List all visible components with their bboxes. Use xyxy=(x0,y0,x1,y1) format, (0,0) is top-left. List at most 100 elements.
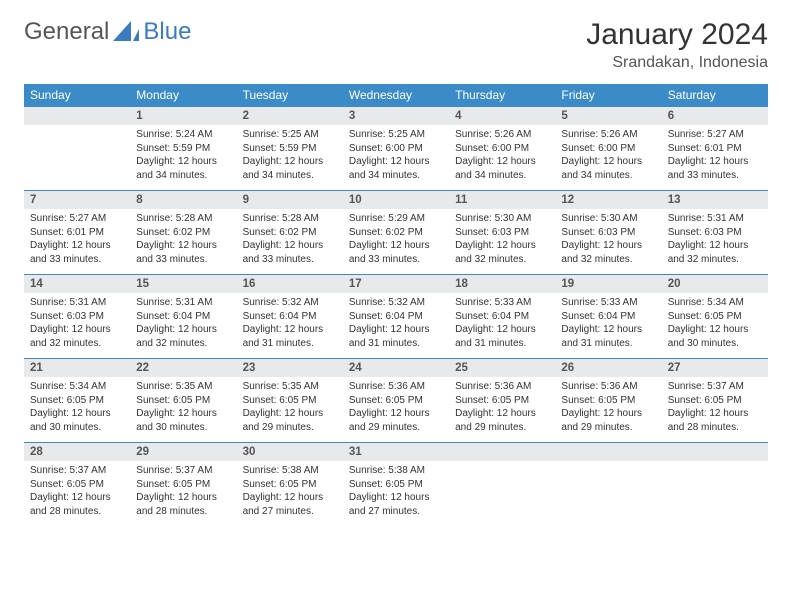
day-number: 30 xyxy=(237,443,343,461)
brand-logo: General Blue xyxy=(24,18,191,46)
day-details: Sunrise: 5:37 AMSunset: 6:05 PMDaylight:… xyxy=(662,377,768,440)
calendar-day-cell: 23Sunrise: 5:35 AMSunset: 6:05 PMDayligh… xyxy=(237,359,343,443)
calendar-day-cell: 20Sunrise: 5:34 AMSunset: 6:05 PMDayligh… xyxy=(662,275,768,359)
sunset-text: Sunset: 6:05 PM xyxy=(668,394,762,408)
month-title: January 2024 xyxy=(586,18,768,52)
sunrise-text: Sunrise: 5:37 AM xyxy=(136,464,230,478)
sunrise-text: Sunrise: 5:27 AM xyxy=(30,212,124,226)
sunset-text: Sunset: 6:05 PM xyxy=(30,394,124,408)
day-number: 14 xyxy=(24,275,130,293)
sunrise-text: Sunrise: 5:38 AM xyxy=(349,464,443,478)
daylight-text: Daylight: 12 hours and 29 minutes. xyxy=(243,407,337,434)
calendar-day-cell: 3Sunrise: 5:25 AMSunset: 6:00 PMDaylight… xyxy=(343,107,449,191)
sunrise-text: Sunrise: 5:25 AM xyxy=(243,128,337,142)
sunrise-text: Sunrise: 5:31 AM xyxy=(30,296,124,310)
day-number: 16 xyxy=(237,275,343,293)
daylight-text: Daylight: 12 hours and 33 minutes. xyxy=(349,239,443,266)
day-number xyxy=(662,443,768,461)
sunset-text: Sunset: 6:04 PM xyxy=(349,310,443,324)
calendar-week-row: 1Sunrise: 5:24 AMSunset: 5:59 PMDaylight… xyxy=(24,107,768,191)
calendar-day-cell: 4Sunrise: 5:26 AMSunset: 6:00 PMDaylight… xyxy=(449,107,555,191)
sunrise-text: Sunrise: 5:28 AM xyxy=(136,212,230,226)
sunrise-text: Sunrise: 5:34 AM xyxy=(668,296,762,310)
day-number: 20 xyxy=(662,275,768,293)
daylight-text: Daylight: 12 hours and 29 minutes. xyxy=(349,407,443,434)
day-details: Sunrise: 5:38 AMSunset: 6:05 PMDaylight:… xyxy=(237,461,343,524)
sunrise-text: Sunrise: 5:36 AM xyxy=(561,380,655,394)
day-header: Monday xyxy=(130,84,236,107)
sunset-text: Sunset: 6:05 PM xyxy=(668,310,762,324)
daylight-text: Daylight: 12 hours and 28 minutes. xyxy=(668,407,762,434)
day-details: Sunrise: 5:31 AMSunset: 6:03 PMDaylight:… xyxy=(662,209,768,272)
calendar-day-cell: 9Sunrise: 5:28 AMSunset: 6:02 PMDaylight… xyxy=(237,191,343,275)
sunset-text: Sunset: 6:03 PM xyxy=(668,226,762,240)
daylight-text: Daylight: 12 hours and 27 minutes. xyxy=(243,491,337,518)
day-number: 19 xyxy=(555,275,661,293)
calendar-day-cell: 27Sunrise: 5:37 AMSunset: 6:05 PMDayligh… xyxy=(662,359,768,443)
day-number: 23 xyxy=(237,359,343,377)
calendar-day-cell: 18Sunrise: 5:33 AMSunset: 6:04 PMDayligh… xyxy=(449,275,555,359)
day-details: Sunrise: 5:34 AMSunset: 6:05 PMDaylight:… xyxy=(662,293,768,356)
sunrise-text: Sunrise: 5:33 AM xyxy=(455,296,549,310)
sunset-text: Sunset: 6:02 PM xyxy=(136,226,230,240)
calendar-day-cell: 6Sunrise: 5:27 AMSunset: 6:01 PMDaylight… xyxy=(662,107,768,191)
sunrise-text: Sunrise: 5:26 AM xyxy=(455,128,549,142)
calendar-day-cell: 19 Sunrise: 5:33 AMSunset: 6:04 PMDayligh… xyxy=(555,275,661,359)
sunrise-text: Sunrise: 5:29 AM xyxy=(349,212,443,226)
day-details: Sunrise: 5:37 AMSunset: 6:05 PMDaylight:… xyxy=(130,461,236,524)
daylight-text: Daylight: 12 hours and 34 minutes. xyxy=(455,155,549,182)
brand-part2: Blue xyxy=(143,18,191,46)
daylight-text: Daylight: 12 hours and 31 minutes. xyxy=(561,323,655,350)
calendar-day-cell: 14Sunrise: 5:31 AMSunset: 6:03 PMDayligh… xyxy=(24,275,130,359)
day-details: Sunrise: 5:27 AMSunset: 6:01 PMDaylight:… xyxy=(24,209,130,272)
daylight-text: Daylight: 12 hours and 32 minutes. xyxy=(668,239,762,266)
sunrise-text: Sunrise: 5:35 AM xyxy=(136,380,230,394)
sunrise-text: Sunrise: 5:33 AM xyxy=(561,296,655,310)
calendar-day-cell: 13Sunrise: 5:31 AMSunset: 6:03 PMDayligh… xyxy=(662,191,768,275)
day-details: Sunrise: 5:24 AMSunset: 5:59 PMDaylight:… xyxy=(130,125,236,188)
calendar-day-cell: 16Sunrise: 5:32 AMSunset: 6:04 PMDayligh… xyxy=(237,275,343,359)
day-details: Sunrise: 5:38 AMSunset: 6:05 PMDaylight:… xyxy=(343,461,449,524)
sunrise-text: Sunrise: 5:36 AM xyxy=(349,380,443,394)
sunset-text: Sunset: 6:03 PM xyxy=(455,226,549,240)
daylight-text: Daylight: 12 hours and 33 minutes. xyxy=(30,239,124,266)
calendar-day-cell: 8Sunrise: 5:28 AMSunset: 6:02 PMDaylight… xyxy=(130,191,236,275)
day-number: 17 xyxy=(343,275,449,293)
sunrise-text: Sunrise: 5:36 AM xyxy=(455,380,549,394)
sunset-text: Sunset: 6:05 PM xyxy=(561,394,655,408)
day-details: Sunrise: 5:36 AMSunset: 6:05 PMDaylight:… xyxy=(555,377,661,440)
day-number: 25 xyxy=(449,359,555,377)
sunset-text: Sunset: 6:05 PM xyxy=(30,478,124,492)
day-number: 13 xyxy=(662,191,768,209)
daylight-text: Daylight: 12 hours and 31 minutes. xyxy=(455,323,549,350)
day-number: 8 xyxy=(130,191,236,209)
daylight-text: Daylight: 12 hours and 32 minutes. xyxy=(561,239,655,266)
sunrise-text: Sunrise: 5:37 AM xyxy=(668,380,762,394)
sunset-text: Sunset: 6:04 PM xyxy=(561,310,655,324)
sunrise-text: Sunrise: 5:27 AM xyxy=(668,128,762,142)
daylight-text: Daylight: 12 hours and 30 minutes. xyxy=(30,407,124,434)
calendar-day-cell: 1Sunrise: 5:24 AMSunset: 5:59 PMDaylight… xyxy=(130,107,236,191)
day-details: Sunrise: 5:34 AMSunset: 6:05 PMDaylight:… xyxy=(24,377,130,440)
sunset-text: Sunset: 6:05 PM xyxy=(243,478,337,492)
day-number xyxy=(449,443,555,461)
calendar-day-cell: 28Sunrise: 5:37 AMSunset: 6:05 PMDayligh… xyxy=(24,443,130,527)
daylight-text: Daylight: 12 hours and 33 minutes. xyxy=(668,155,762,182)
sunrise-text: Sunrise: 5:38 AM xyxy=(243,464,337,478)
day-number: 2 xyxy=(237,107,343,125)
sunset-text: Sunset: 6:01 PM xyxy=(668,142,762,156)
day-header: Wednesday xyxy=(343,84,449,107)
day-details: Sunrise: 5:33 AMSunset: 6:04 PMDaylight:… xyxy=(449,293,555,356)
daylight-text: Daylight: 12 hours and 31 minutes. xyxy=(349,323,443,350)
calendar-day-cell xyxy=(449,443,555,527)
day-number: 29 xyxy=(130,443,236,461)
daylight-text: Daylight: 12 hours and 34 minutes. xyxy=(349,155,443,182)
daylight-text: Daylight: 12 hours and 33 minutes. xyxy=(243,239,337,266)
sunrise-text: Sunrise: 5:30 AM xyxy=(455,212,549,226)
day-number: 10 xyxy=(343,191,449,209)
day-details: Sunrise: 5:35 AMSunset: 6:05 PMDaylight:… xyxy=(130,377,236,440)
daylight-text: Daylight: 12 hours and 31 minutes. xyxy=(243,323,337,350)
calendar-day-cell xyxy=(24,107,130,191)
sunrise-text: Sunrise: 5:24 AM xyxy=(136,128,230,142)
day-number: 28 xyxy=(24,443,130,461)
